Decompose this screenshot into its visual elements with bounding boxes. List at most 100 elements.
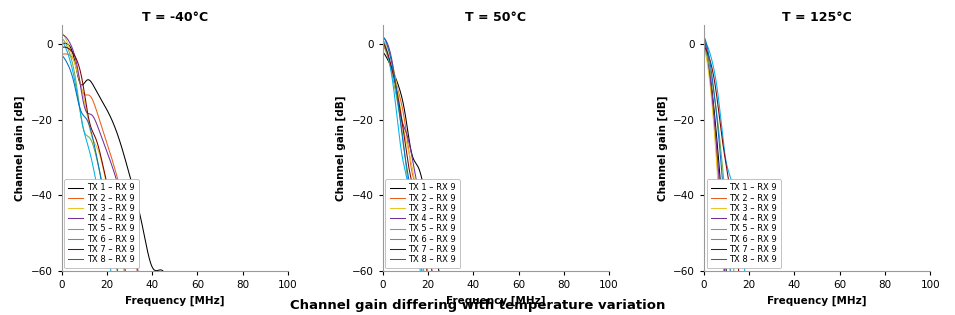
Line: TX 3 – RX 9: TX 3 – RX 9: [383, 41, 609, 278]
Y-axis label: Channel gain [dB]: Channel gain [dB]: [336, 95, 347, 201]
TX 8 – RX 9: [56, 54, 68, 57]
TX 1 – RX 9: [597, 277, 608, 280]
Line: TX 8 – RX 9: TX 8 – RX 9: [62, 55, 287, 278]
TX 8 – RX 9: [725, 277, 736, 280]
TX 6 – RX 9: [918, 277, 929, 280]
TX 8 – RX 9: [282, 277, 293, 280]
TX 3 – RX 9: [276, 277, 287, 280]
TX 7 – RX 9: [389, 79, 400, 83]
TX 4 – RX 9: [377, 36, 389, 39]
TX 3 – RX 9: [604, 277, 615, 280]
TX 6 – RX 9: [377, 39, 389, 43]
TX 3 – RX 9: [166, 277, 178, 280]
Line: TX 1 – RX 9: TX 1 – RX 9: [62, 43, 287, 278]
TX 7 – RX 9: [487, 277, 499, 280]
TX 7 – RX 9: [918, 277, 929, 280]
Legend: TX 1 – RX 9, TX 2 – RX 9, TX 3 – RX 9, TX 4 – RX 9, TX 5 – RX 9, TX 6 – RX 9, TX: TX 1 – RX 9, TX 2 – RX 9, TX 3 – RX 9, T…: [64, 179, 138, 268]
TX 6 – RX 9: [481, 277, 493, 280]
TX 3 – RX 9: [481, 277, 493, 280]
TX 1 – RX 9: [802, 277, 814, 280]
TX 4 – RX 9: [56, 33, 68, 37]
TX 5 – RX 9: [918, 277, 929, 280]
TX 8 – RX 9: [918, 277, 929, 280]
TX 8 – RX 9: [481, 277, 493, 280]
TX 2 – RX 9: [160, 277, 172, 280]
TX 2 – RX 9: [487, 277, 499, 280]
TX 2 – RX 9: [698, 38, 710, 42]
TX 5 – RX 9: [56, 37, 68, 41]
TX 1 – RX 9: [604, 277, 615, 280]
TX 1 – RX 9: [556, 277, 567, 280]
Line: TX 2 – RX 9: TX 2 – RX 9: [62, 54, 287, 278]
TX 2 – RX 9: [389, 76, 400, 80]
TX 5 – RX 9: [698, 46, 710, 50]
Line: TX 5 – RX 9: TX 5 – RX 9: [704, 48, 930, 278]
TX 1 – RX 9: [711, 125, 722, 129]
TX 1 – RX 9: [59, 41, 71, 45]
Line: TX 7 – RX 9: TX 7 – RX 9: [62, 47, 287, 278]
TX 4 – RX 9: [597, 277, 608, 280]
TX 2 – RX 9: [481, 277, 493, 280]
TX 7 – RX 9: [809, 277, 820, 280]
TX 6 – RX 9: [698, 39, 710, 43]
TX 3 – RX 9: [711, 149, 722, 152]
Legend: TX 1 – RX 9, TX 2 – RX 9, TX 3 – RX 9, TX 4 – RX 9, TX 5 – RX 9, TX 6 – RX 9, TX: TX 1 – RX 9, TX 2 – RX 9, TX 3 – RX 9, T…: [386, 179, 459, 268]
TX 7 – RX 9: [918, 277, 929, 280]
Title: T = 125°C: T = 125°C: [782, 11, 852, 24]
Title: T = 50°C: T = 50°C: [465, 11, 526, 24]
TX 8 – RX 9: [276, 277, 287, 280]
TX 2 – RX 9: [711, 140, 722, 144]
TX 7 – RX 9: [276, 277, 287, 280]
TX 7 – RX 9: [58, 45, 70, 49]
TX 6 – RX 9: [740, 277, 752, 280]
TX 4 – RX 9: [809, 277, 820, 280]
TX 4 – RX 9: [877, 277, 888, 280]
TX 8 – RX 9: [698, 36, 710, 39]
TX 4 – RX 9: [234, 277, 245, 280]
TX 7 – RX 9: [481, 277, 493, 280]
Line: TX 2 – RX 9: TX 2 – RX 9: [704, 40, 930, 278]
TX 4 – RX 9: [166, 277, 178, 280]
TX 3 – RX 9: [597, 277, 608, 280]
TX 4 – RX 9: [597, 277, 608, 280]
TX 6 – RX 9: [106, 277, 117, 280]
TX 1 – RX 9: [234, 277, 245, 280]
TX 2 – RX 9: [59, 52, 71, 56]
TX 3 – RX 9: [282, 277, 293, 280]
TX 3 – RX 9: [377, 39, 389, 43]
TX 4 – RX 9: [389, 75, 400, 79]
TX 5 – RX 9: [597, 277, 608, 280]
TX 1 – RX 9: [721, 277, 732, 280]
TX 8 – RX 9: [166, 277, 178, 280]
TX 8 – RX 9: [114, 277, 125, 280]
TX 8 – RX 9: [924, 277, 936, 280]
Line: TX 3 – RX 9: TX 3 – RX 9: [704, 50, 930, 278]
Y-axis label: Channel gain [dB]: Channel gain [dB]: [15, 95, 25, 201]
Line: TX 6 – RX 9: TX 6 – RX 9: [383, 41, 609, 278]
TX 7 – RX 9: [604, 277, 615, 280]
Line: TX 7 – RX 9: TX 7 – RX 9: [704, 48, 930, 278]
TX 2 – RX 9: [877, 277, 888, 280]
TX 1 – RX 9: [56, 42, 68, 46]
TX 6 – RX 9: [415, 277, 427, 280]
TX 1 – RX 9: [918, 277, 929, 280]
TX 6 – RX 9: [276, 277, 287, 280]
TX 1 – RX 9: [68, 54, 79, 58]
X-axis label: Frequency [MHz]: Frequency [MHz]: [446, 295, 545, 306]
Y-axis label: Channel gain [dB]: Channel gain [dB]: [657, 95, 668, 201]
TX 5 – RX 9: [481, 277, 493, 280]
TX 5 – RX 9: [68, 66, 79, 70]
TX 4 – RX 9: [918, 277, 929, 280]
TX 5 – RX 9: [918, 277, 929, 280]
TX 5 – RX 9: [276, 277, 287, 280]
TX 8 – RX 9: [604, 277, 615, 280]
TX 8 – RX 9: [877, 277, 888, 280]
TX 3 – RX 9: [877, 277, 888, 280]
TX 6 – RX 9: [556, 277, 567, 280]
TX 1 – RX 9: [282, 277, 293, 280]
TX 1 – RX 9: [276, 277, 287, 280]
TX 6 – RX 9: [809, 277, 820, 280]
TX 2 – RX 9: [377, 43, 389, 47]
TX 3 – RX 9: [160, 277, 172, 280]
TX 8 – RX 9: [809, 277, 820, 280]
